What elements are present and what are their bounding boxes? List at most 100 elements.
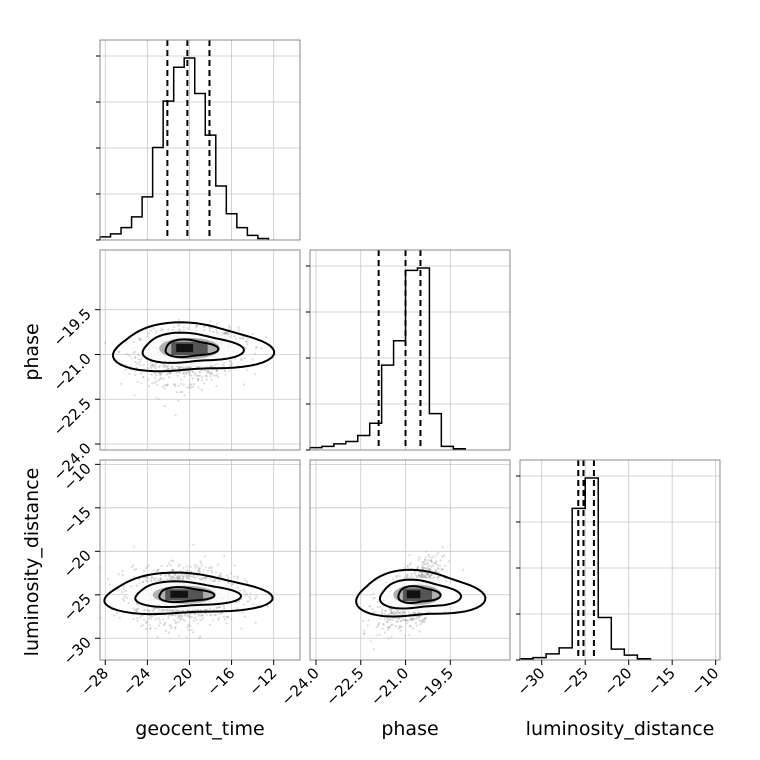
scatter-point [403,566,406,570]
scatter-point [462,568,465,571]
scatter-point [241,611,244,614]
scatter-point [437,551,440,555]
scatter-point [185,636,188,639]
scatter-point [425,572,429,576]
scatter-point [112,614,115,617]
scatter-point [182,370,186,374]
scatter-point [149,614,152,617]
scatter-point [178,366,181,369]
scatter-point [206,368,209,372]
scatter-point [149,365,152,368]
scatter-point [178,563,181,566]
scatter-point [385,620,388,623]
scatter-point [431,564,435,567]
scatter-point [427,553,430,557]
scatter-point [135,567,138,571]
scatter-point [130,565,133,568]
scatter-point [182,367,185,370]
scatter-point [187,623,190,626]
scatter-point [203,329,206,332]
scatter-point [151,365,155,368]
scatter-point [146,609,150,612]
scatter-point [149,578,152,582]
scatter-point [197,622,200,625]
scatter-point [121,573,125,577]
scatter-point [378,633,381,636]
scatter-point [428,575,432,578]
scatter-point [162,623,165,627]
scatter-point [118,616,121,619]
scatter-point [205,375,208,378]
scatter-point [179,616,183,619]
scatter-point [428,564,431,568]
scatter-point [152,578,156,581]
scatter-point [427,576,430,579]
scatter-point [393,610,396,613]
scatter-point [421,566,425,569]
scatter-point [193,576,196,579]
scatter-point [177,615,181,618]
scatter-point [434,570,438,573]
scatter-point [419,575,422,578]
scatter-point [243,615,246,618]
scatter-point [178,575,181,579]
scatter-point [441,568,445,571]
scatter-point [197,570,200,573]
scatter-point [234,357,237,360]
scatter-point [224,331,228,335]
scatter-point [154,627,157,630]
scatter-point [200,388,203,391]
scatter-point [134,350,137,353]
scatter-point [363,632,366,635]
scatter-point [399,625,402,628]
scatter-point [159,573,163,576]
scatter-point [190,374,193,377]
scatter-point [145,620,149,623]
scatter-point [223,554,226,557]
scatter-point [176,576,179,579]
scatter-point [166,384,169,387]
scatter-point [193,612,196,615]
scatter-point [260,347,263,350]
scatter-point [395,611,398,614]
scatter-point [138,582,141,585]
scatter-point [369,640,372,643]
scatter-point [223,618,226,621]
scatter-point [135,607,138,611]
scatter-point [410,619,413,622]
scatter-point [421,620,424,623]
scatter-point [391,623,394,626]
density-peak [406,590,421,599]
scatter-point [223,370,227,373]
scatter-point [399,629,402,632]
scatter-point [183,375,186,378]
scatter-point [209,614,212,617]
contour-middle [141,331,246,364]
scatter-point [205,608,208,612]
scatter-point [210,371,213,375]
scatter-point [154,365,157,368]
scatter-point [217,618,220,621]
scatter-point [376,606,379,609]
scatter-point [222,331,225,334]
scatter-point [160,327,163,330]
scatter-point [150,367,153,370]
scatter-point [178,391,182,394]
scatter-point [443,565,447,568]
scatter-point [390,611,393,614]
scatter-point [223,332,227,335]
scatter-point [177,367,180,370]
scatter-point [386,626,390,629]
scatter-point [406,574,409,577]
scatter-point [195,618,198,622]
scatter-point [135,609,138,612]
scatter-point [401,610,404,613]
scatter-point [193,616,197,619]
scatter-point [133,545,136,548]
scatter-point [148,609,151,612]
scatter-point [255,595,258,598]
scatter-point [141,624,144,627]
scatter-point [142,363,145,367]
scatter-point [383,609,387,612]
scatter-point [161,385,164,388]
